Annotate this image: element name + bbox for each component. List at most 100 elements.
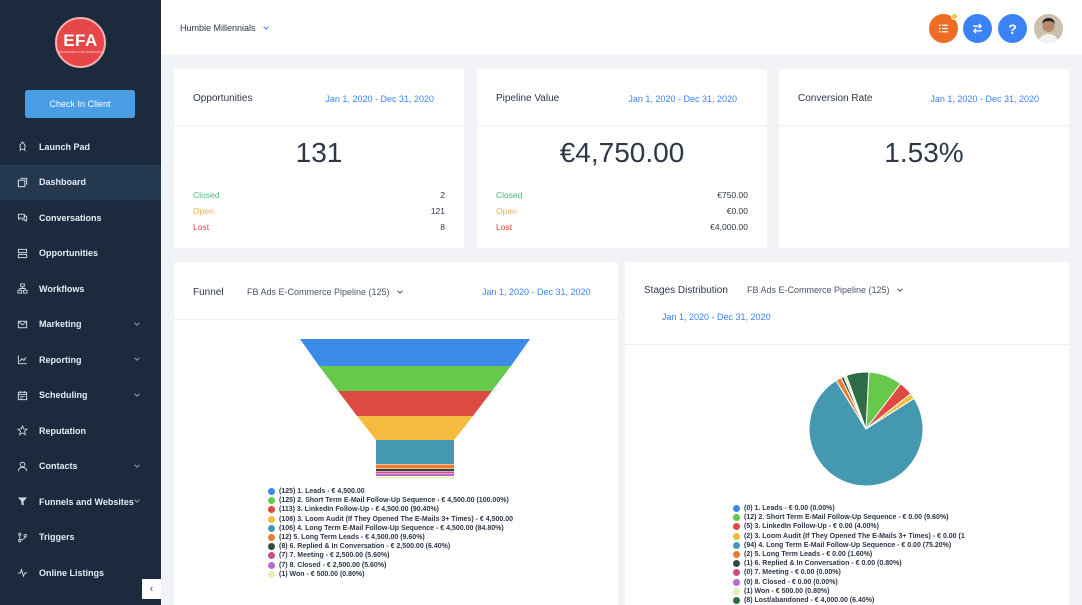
legend-item[interactable]: (1) Won - € 500.00 (0.80%): [733, 587, 965, 596]
calendar-icon: [16, 389, 28, 401]
logo[interactable]: EFA EMPOWER FOR AGENCIES: [55, 17, 106, 68]
divider: [174, 319, 618, 320]
legend-swatch: [268, 570, 275, 578]
conversion-rate-card: Conversion Rate Jan 1, 2020 - Dec 31, 20…: [779, 69, 1069, 248]
panel-title: Stages Distribution: [644, 285, 728, 296]
legend-label: (8) Lost/abandoned - € 4,000.00 (6.40%): [744, 596, 875, 604]
funnel-segment[interactable]: [376, 476, 454, 479]
date-range-picker[interactable]: Jan 1, 2020 - Dec 31, 2020: [325, 94, 434, 104]
check-in-client-button[interactable]: Check In Client: [25, 90, 135, 118]
pipeline-selector[interactable]: FB Ads E-Commerce Pipeline (125): [247, 287, 404, 297]
pie-slice[interactable]: [808, 379, 924, 487]
funnel-segment[interactable]: [357, 416, 473, 440]
stat-value: €4,000.00: [710, 222, 748, 232]
tasks-button[interactable]: [929, 13, 958, 43]
funnel-chart: [300, 339, 530, 479]
date-range-picker[interactable]: Jan 1, 2020 - Dec 31, 2020: [628, 94, 737, 104]
legend-label: (0) 7. Meeting - € 0.00 (0.00%): [744, 569, 841, 577]
stat-value: €0.00: [726, 206, 748, 216]
legend-item[interactable]: (5) 3. LinkedIn Follow-Up - € 0.00 (4.00…: [733, 522, 965, 531]
mail-icon: [16, 318, 28, 330]
chat-icon: [16, 212, 28, 224]
collapse-sidebar-button[interactable]: ‹: [142, 579, 161, 599]
legend-item[interactable]: (1) 6. Replied & In Conversation - € 0.0…: [733, 559, 965, 568]
legend-item[interactable]: (12) 2. Short Term E-Mail Follow-Up Sequ…: [733, 513, 965, 522]
topbar: Humble Millennials ?: [161, 0, 1082, 55]
legend-item[interactable]: (8) 6. Replied & In Conversation - € 2,5…: [268, 542, 513, 551]
sidebar-item-label: Opportunities: [39, 248, 98, 259]
card-title: Opportunities: [193, 93, 253, 104]
funnel-segment[interactable]: [338, 391, 492, 416]
sidebar-item-opportunities[interactable]: Opportunities: [0, 236, 161, 272]
sidebar-item-triggers[interactable]: Triggers: [0, 520, 161, 556]
funnel-segment[interactable]: [300, 339, 530, 366]
legend-item[interactable]: (125) 1. Leads - € 4,500.00: [268, 487, 513, 496]
funnel-segment[interactable]: [376, 471, 454, 474]
sidebar-item-marketing[interactable]: Marketing: [0, 307, 161, 343]
avatar[interactable]: [1034, 14, 1063, 43]
legend-item[interactable]: (113) 3. LinkedIn Follow-Up - € 4,500.00…: [268, 505, 513, 514]
sidebar-item-dashboard[interactable]: Dashboard: [0, 164, 161, 200]
legend-swatch: [733, 578, 740, 586]
date-range-picker[interactable]: Jan 1, 2020 - Dec 31, 2020: [930, 94, 1039, 104]
sidebar-item-scheduling[interactable]: Scheduling: [0, 378, 161, 414]
stat-label: Lost: [193, 222, 210, 232]
sidebar-item-workflows[interactable]: Workflows: [0, 271, 161, 307]
legend-item[interactable]: (2) 3. Loom Audit (If They Opened The E-…: [733, 532, 965, 541]
user-icon: [16, 460, 28, 472]
legend-swatch: [733, 514, 740, 522]
funnel-segment[interactable]: [319, 366, 511, 391]
funnel-segment[interactable]: [376, 474, 454, 476]
sidebar-item-funnels-and-websites[interactable]: Funnels and Websites: [0, 484, 161, 520]
legend-swatch: [733, 587, 740, 595]
legend-item[interactable]: (2) 5. Long Term Leads - € 0.00 (1.60%): [733, 550, 965, 559]
stat-value: €750.00: [717, 190, 748, 200]
date-range-picker[interactable]: Jan 1, 2020 - Dec 31, 2020: [662, 312, 771, 322]
legend-item[interactable]: (106) 4. Long Term E-Mail Follow-Up Sequ…: [268, 524, 513, 533]
sidebar-item-conversations[interactable]: Conversations: [0, 200, 161, 236]
pie-slice[interactable]: [845, 371, 870, 430]
sidebar-item-online-listings[interactable]: Online Listings: [0, 555, 161, 591]
funnel-segment[interactable]: [376, 469, 454, 471]
card-title: Pipeline Value: [496, 93, 560, 104]
legend-item[interactable]: (7) 7. Meeting - € 2,500.00 (5.60%): [268, 551, 513, 560]
sidebar-item-reporting[interactable]: Reporting: [0, 342, 161, 378]
legend-item[interactable]: (1) Won - € 500.00 (0.80%): [268, 570, 513, 579]
help-button[interactable]: ?: [998, 14, 1027, 43]
client-selector[interactable]: Humble Millennials: [180, 23, 270, 33]
legend-item[interactable]: (94) 4. Long Term E-Mail Follow-Up Seque…: [733, 541, 965, 550]
notification-dot: [951, 13, 958, 20]
sidebar-item-label: Scheduling: [39, 390, 88, 401]
legend-label: (1) 6. Replied & In Conversation - € 0.0…: [744, 560, 902, 568]
legend-swatch: [268, 506, 275, 514]
sidebar-item-reputation[interactable]: Reputation: [0, 413, 161, 449]
legend-swatch: [268, 488, 275, 496]
legend-item[interactable]: (12) 5. Long Term Leads - € 4,500.00 (9.…: [268, 533, 513, 542]
stat-label: Closed: [193, 190, 220, 200]
legend-item[interactable]: (7) 8. Closed - € 2,500.00 (5.60%): [268, 561, 513, 570]
legend-item[interactable]: (108) 3. Loom Audit (If They Opened The …: [268, 515, 513, 524]
date-range-picker[interactable]: Jan 1, 2020 - Dec 31, 2020: [482, 287, 591, 297]
stat-label: Open: [193, 206, 214, 216]
legend-label: (2) 3. Loom Audit (If They Opened The E-…: [744, 532, 965, 540]
user-avatar-icon: [1034, 14, 1063, 43]
chevron-left-icon: ‹: [149, 583, 154, 595]
legend-item[interactable]: (0) 1. Leads - € 0.00 (0.00%): [733, 504, 965, 513]
sidebar-item-launch-pad[interactable]: Launch Pad: [0, 129, 161, 165]
pipeline-name: FB Ads E-Commerce Pipeline (125): [247, 287, 390, 297]
stat-row-lost: Lost €4,000.00: [496, 222, 748, 232]
funnel-segment[interactable]: [376, 440, 454, 464]
legend-item[interactable]: (125) 2. Short Term E-Mail Follow-Up Seq…: [268, 496, 513, 505]
legend-item[interactable]: (8) Lost/abandoned - € 4,000.00 (6.40%): [733, 596, 965, 605]
funnel-segment[interactable]: [376, 464, 454, 469]
legend-item[interactable]: (0) 7. Meeting - € 0.00 (0.00%): [733, 568, 965, 577]
sidebar-item-contacts[interactable]: Contacts: [0, 449, 161, 485]
stat-row-open: Open €0.00: [496, 206, 748, 216]
filter-icon: [16, 496, 28, 508]
pipeline-total: €4,750.00: [559, 137, 685, 168]
legend-item[interactable]: (0) 8. Closed - € 0.00 (0.00%): [733, 578, 965, 587]
pipeline-selector[interactable]: FB Ads E-Commerce Pipeline (125): [747, 285, 904, 295]
legend-label: (2) 5. Long Term Leads - € 0.00 (1.60%): [744, 551, 873, 559]
legend-swatch: [268, 543, 275, 551]
switch-account-button[interactable]: [963, 14, 992, 43]
